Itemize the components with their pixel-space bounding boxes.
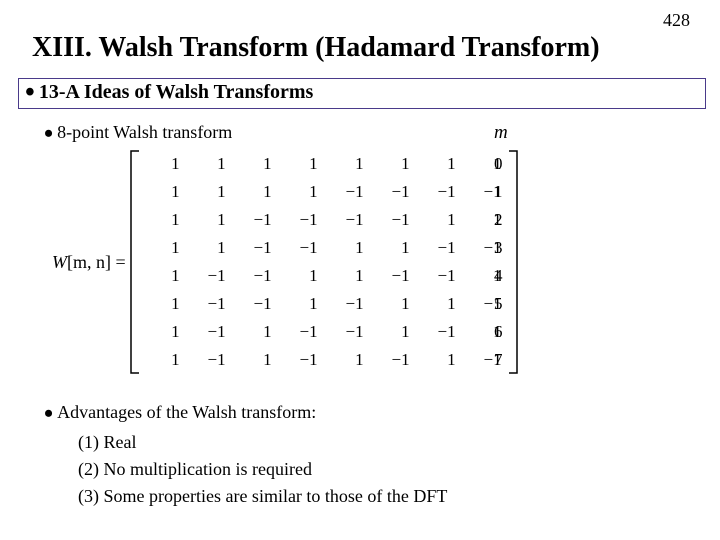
matrix-lhs-args: [m, n] =	[67, 252, 126, 272]
matrix-cell: 1	[324, 266, 370, 286]
page-number: 428	[663, 10, 690, 31]
matrix-cell: 1	[370, 154, 416, 174]
matrix-cell: −1	[278, 238, 324, 258]
m-index-value: 2	[494, 206, 503, 234]
matrix-cell: 1	[232, 182, 278, 202]
matrix-cell: −1	[370, 350, 416, 370]
advantage-item: (3) Some properties are similar to those…	[78, 486, 447, 507]
matrix-cell: 1	[140, 238, 186, 258]
matrix-cell: −1	[416, 322, 462, 342]
matrix-cell: 1	[370, 238, 416, 258]
matrix-cell: −1	[278, 322, 324, 342]
matrix-symbol-w: W	[52, 252, 67, 272]
bullet-icon: •	[44, 119, 53, 148]
matrix-cell: −1	[370, 182, 416, 202]
matrix-cell: 1	[278, 182, 324, 202]
subheading-2: •Advantages of the Walsh transform:	[44, 402, 316, 423]
matrix-cell: −1	[186, 266, 232, 286]
matrix-cell: 1	[416, 154, 462, 174]
matrix-cell: 1	[232, 154, 278, 174]
matrix-cell: 1	[278, 266, 324, 286]
matrix-cell: 1	[370, 322, 416, 342]
m-index-value: 0	[494, 150, 503, 178]
matrix-cell: −1	[324, 322, 370, 342]
bullet-icon: •	[25, 77, 35, 108]
m-index-value: 7	[494, 346, 503, 374]
matrix-cell: 1	[278, 154, 324, 174]
matrix-cell: −1	[232, 210, 278, 230]
matrix-cell: −1	[278, 210, 324, 230]
matrix-cell: 1	[232, 322, 278, 342]
matrix-row: 1−1−111−1−11	[140, 262, 508, 290]
matrix-cell: 1	[232, 350, 278, 370]
matrix-cell: 1	[186, 238, 232, 258]
right-bracket-icon	[508, 150, 518, 374]
m-index-value: 5	[494, 290, 503, 318]
subheading-2-text: Advantages of the Walsh transform:	[57, 402, 316, 422]
section-heading-box: •13-A Ideas of Walsh Transforms	[18, 78, 706, 109]
matrix-equation: W[m, n] = 111111111111−1−1−1−111−1−1−1−1…	[52, 150, 518, 374]
matrix-cell: 1	[324, 350, 370, 370]
page-title: XIII. Walsh Transform (Hadamard Transfor…	[32, 32, 710, 64]
matrix-row: 1111−1−1−1−1	[140, 178, 508, 206]
matrix-cell: −1	[324, 182, 370, 202]
matrix-cell: 1	[186, 182, 232, 202]
matrix-cell: −1	[324, 294, 370, 314]
m-index-value: 3	[494, 234, 503, 262]
matrix-row: 11−1−111−1−1	[140, 234, 508, 262]
subheading-1: •8-point Walsh transform	[44, 122, 232, 143]
matrix-cell: 1	[140, 210, 186, 230]
matrix-cell: 1	[370, 294, 416, 314]
matrix-cell: −1	[232, 238, 278, 258]
matrix-cell: −1	[416, 238, 462, 258]
bullet-icon: •	[44, 399, 53, 428]
matrix-cell: −1	[324, 210, 370, 230]
m-index-value: 1	[494, 178, 503, 206]
matrix-cell: 1	[324, 154, 370, 174]
matrix-row: 11−1−1−1−111	[140, 206, 508, 234]
matrix-cell: 1	[186, 154, 232, 174]
matrix-lhs: W[m, n] =	[52, 252, 126, 273]
matrix-cell: −1	[232, 266, 278, 286]
matrix-cell: 1	[278, 294, 324, 314]
advantage-item: (1) Real	[78, 432, 447, 453]
advantage-item: (2) No multiplication is required	[78, 459, 447, 480]
matrix-cell: −1	[370, 266, 416, 286]
m-index-value: 6	[494, 318, 503, 346]
matrix-row: 11111111	[140, 150, 508, 178]
matrix-cell: 1	[416, 210, 462, 230]
matrix-cell: 1	[416, 294, 462, 314]
matrix-cell: −1	[416, 182, 462, 202]
matrix-cell: −1	[186, 322, 232, 342]
matrix-cell: 1	[140, 294, 186, 314]
matrix-row: 1−11−11−11−1	[140, 346, 508, 374]
left-bracket-icon	[130, 150, 140, 374]
matrix-cell: 1	[140, 322, 186, 342]
matrix-cell: 1	[140, 350, 186, 370]
matrix-cell: −1	[370, 210, 416, 230]
matrix-cell: −1	[416, 266, 462, 286]
m-index-column: 01234567	[494, 150, 503, 374]
m-index-value: 4	[494, 262, 503, 290]
advantages-list: (1) Real (2) No multiplication is require…	[78, 432, 447, 513]
matrix-row: 1−11−1−11−11	[140, 318, 508, 346]
matrix-cell: 1	[140, 182, 186, 202]
subheading-1-text: 8-point Walsh transform	[57, 122, 232, 142]
m-column-header: m	[494, 122, 508, 144]
matrix-cell: 1	[416, 350, 462, 370]
matrix-cell: −1	[186, 350, 232, 370]
matrix-cell: 1	[324, 238, 370, 258]
matrix-cell: 1	[186, 210, 232, 230]
matrix-cell: 1	[140, 154, 186, 174]
matrix-cell: −1	[278, 350, 324, 370]
matrix-body: 111111111111−1−1−1−111−1−1−1−11111−1−111…	[140, 150, 508, 374]
matrix-cell: −1	[186, 294, 232, 314]
matrix-cell: 1	[140, 266, 186, 286]
matrix-cell: −1	[232, 294, 278, 314]
matrix-row: 1−1−11−111−1	[140, 290, 508, 318]
section-label: 13-A Ideas of Walsh Transforms	[39, 81, 313, 103]
